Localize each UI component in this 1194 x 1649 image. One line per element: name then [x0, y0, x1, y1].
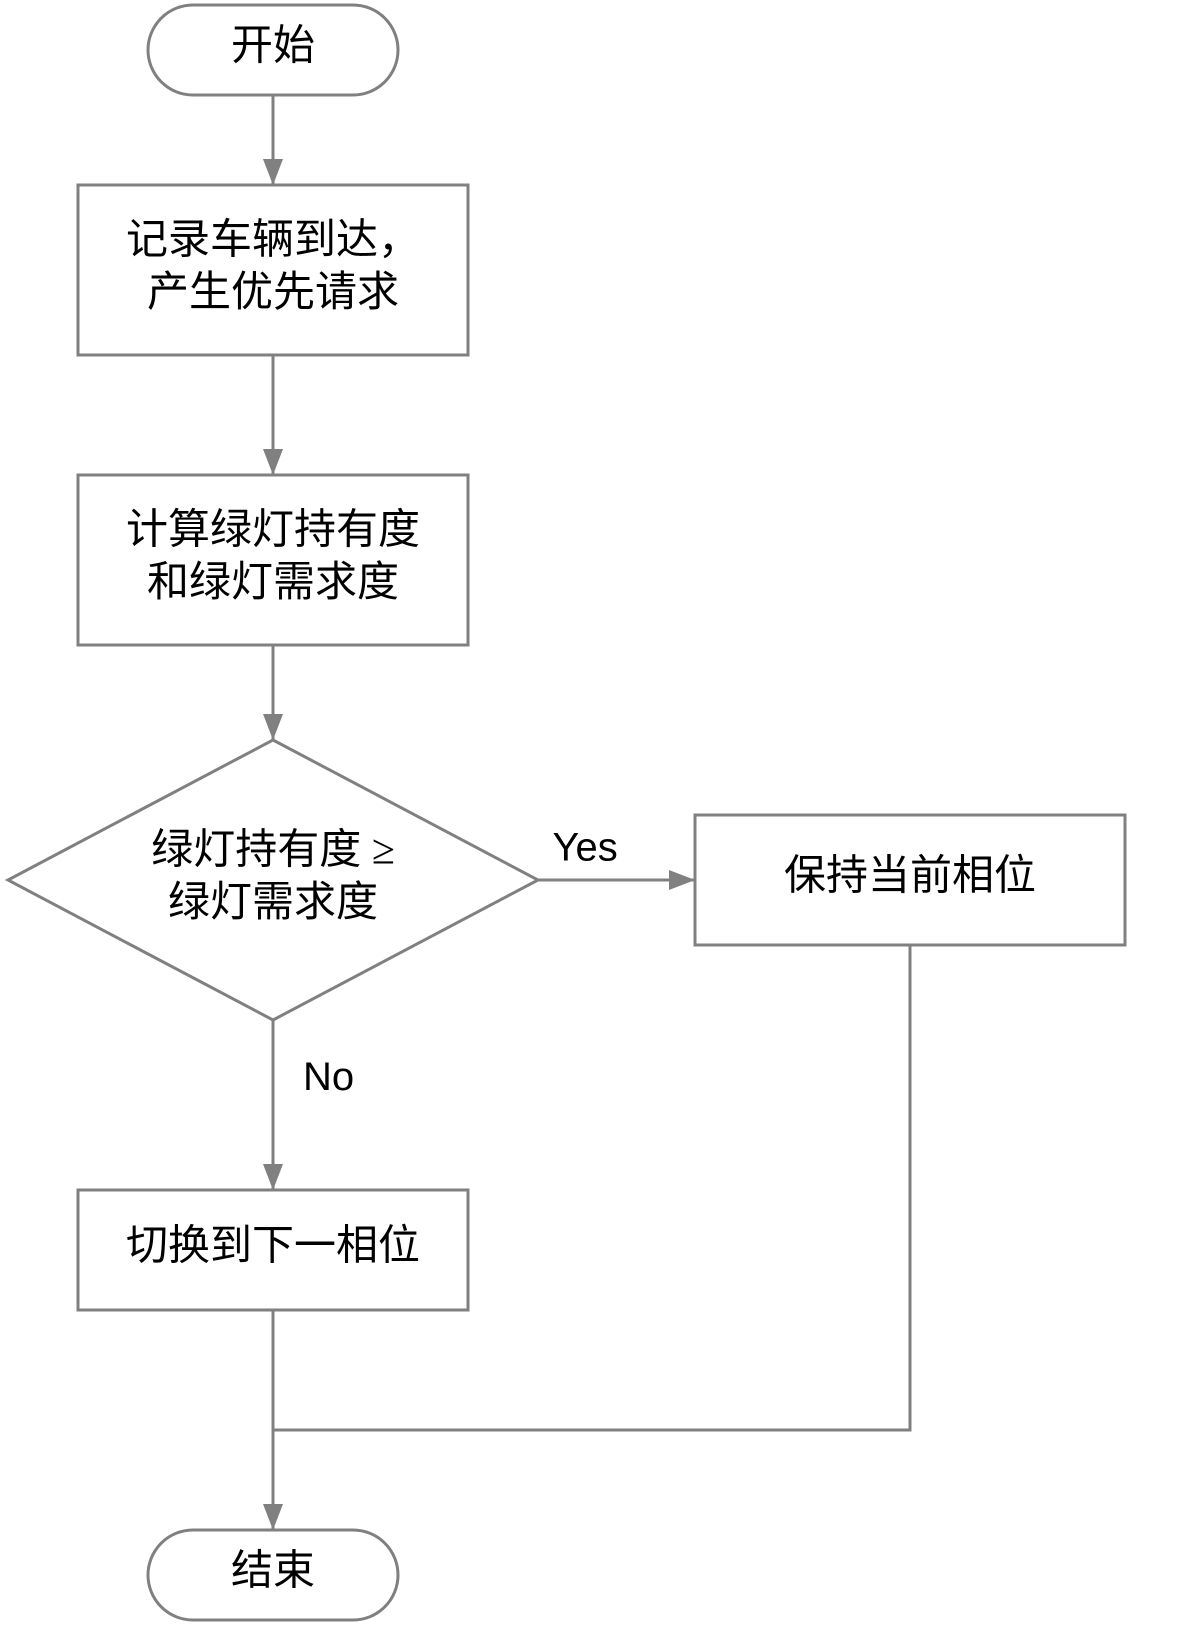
- node-record-line0: 记录车辆到达，: [126, 217, 420, 263]
- node-end-line0: 结束: [231, 1549, 315, 1595]
- node-calc-line0: 计算绿灯持有度: [126, 507, 420, 553]
- node-switch-line0: 切换到下一相位: [126, 1223, 420, 1270]
- edge-keep-end: [273, 945, 910, 1430]
- node-decision-line0: 绿灯持有度 ≥: [151, 827, 395, 873]
- node-keep-line0: 保持当前相位: [784, 853, 1036, 900]
- node-switch: 切换到下一相位: [78, 1190, 468, 1310]
- node-start: 开始: [148, 5, 398, 95]
- node-record: 记录车辆到达， 产生优先请求: [78, 185, 468, 355]
- node-end: 结束: [148, 1530, 398, 1620]
- nodes: 开始记录车辆到达，产生优先请求计算绿灯持有度和绿灯需求度绿灯持有度 ≥绿灯需求度…: [8, 5, 1125, 1620]
- edge-label-decision-switch: No: [303, 1055, 354, 1099]
- node-calc: 计算绿灯持有度和绿灯需求度: [78, 475, 468, 645]
- node-decision: 绿灯持有度 ≥ 绿灯需求度: [8, 740, 538, 1020]
- node-start-line0: 开始: [231, 24, 315, 70]
- node-record-line1: 产生优先请求: [147, 270, 399, 316]
- node-calc-line1: 和绿灯需求度: [147, 560, 399, 606]
- node-keep: 保持当前相位: [695, 815, 1125, 945]
- node-decision-line1: 绿灯需求度: [168, 880, 378, 926]
- edge-label-decision-keep: Yes: [552, 826, 617, 870]
